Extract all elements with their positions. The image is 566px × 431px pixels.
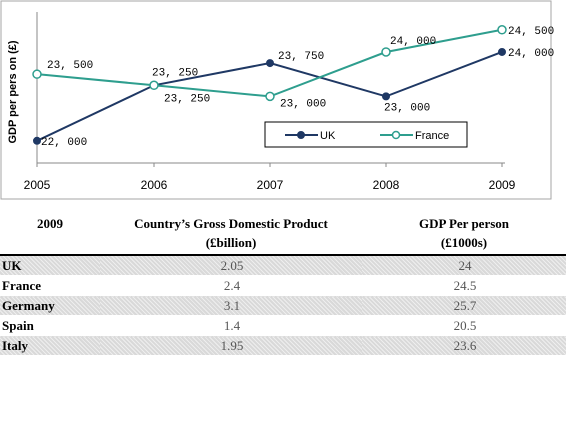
row-per-person: 24 (362, 255, 566, 276)
legend-france-marker-icon (391, 130, 401, 140)
series-point-france (149, 80, 159, 91)
row-gdp: 1.4 (100, 315, 362, 336)
data-label-uk: 23, 750 (278, 51, 324, 63)
data-label-france: 23, 250 (164, 93, 210, 105)
row-per-person: 20.5 (362, 315, 566, 336)
data-label-france: 23, 500 (47, 60, 93, 72)
row-gdp: 2.4 (100, 275, 362, 296)
header-gdp: Country’s Gross Domestic Product (£billio… (100, 214, 362, 256)
row-country: France (0, 275, 100, 296)
row-per-person: 24.5 (362, 275, 566, 296)
table-row: Italy 1.95 23.6 (0, 335, 566, 356)
y-axis-label: GDP per pers on (£) (7, 40, 19, 143)
row-gdp: 3.1 (100, 295, 362, 316)
row-country: UK (0, 255, 100, 276)
gdp-line-chart: GDP per pers on (£) 2005 2006 2007 2008 2009… (0, 0, 566, 210)
row-gdp: 1.95 (100, 335, 362, 356)
chart-legend: UK France (264, 121, 468, 148)
data-label-uk: 23, 250 (152, 67, 198, 79)
series-point-france (265, 91, 275, 102)
row-country: Spain (0, 315, 100, 336)
series-point-france (497, 25, 507, 35)
legend-uk-marker-icon (297, 131, 305, 139)
series-layer (32, 25, 507, 145)
series-point-france (381, 47, 391, 57)
table-row: France 2.4 24.5 (0, 275, 566, 296)
series-point-france (32, 69, 42, 79)
series-point-uk (266, 59, 274, 68)
table-header-row: 2009 Country’s Gross Domestic Product (£b… (0, 214, 566, 256)
x-tick-label: 2005 (24, 178, 51, 192)
x-axis-ticks: 2005 2006 2007 2008 2009 (24, 163, 516, 192)
data-label-uk: 24, 000 (508, 48, 554, 60)
header-per-person: GDP Per person (£1000s) (362, 214, 566, 256)
legend-uk-label: UK (320, 130, 336, 142)
series-point-uk (33, 136, 41, 145)
x-tick-label: 2009 (489, 178, 516, 192)
x-tick-label: 2008 (373, 178, 400, 192)
row-country: Germany (0, 295, 100, 316)
row-per-person: 23.6 (362, 335, 566, 356)
series-point-uk (382, 92, 390, 101)
header-year: 2009 (0, 214, 100, 256)
table-row: Spain 1.4 20.5 (0, 315, 566, 336)
x-tick-label: 2006 (141, 178, 168, 192)
table-row: UK 2.05 24 (0, 255, 566, 276)
gdp-2009-table: 2009 Country’s Gross Domestic Product (£b… (0, 214, 566, 356)
row-country: Italy (0, 335, 100, 356)
table-row: Germany 3.1 25.7 (0, 295, 566, 316)
data-labels: 22, 000 23, 250 23, 750 23, 000 24, 000 23, 5… (41, 26, 554, 149)
legend-france-label: France (415, 130, 449, 142)
data-label-france: 24, 000 (390, 36, 436, 48)
chart-frame (0, 0, 552, 200)
data-label-uk: 23, 000 (384, 102, 430, 114)
data-label-france: 23, 000 (280, 98, 326, 110)
series-point-uk (498, 47, 506, 56)
x-tick-label: 2007 (257, 178, 284, 192)
chart-canvas: GDP per pers on (£) 2005 2006 2007 2008 2009… (0, 0, 554, 200)
data-label-uk: 22, 000 (41, 137, 87, 149)
data-label-france: 24, 500 (508, 26, 554, 38)
row-gdp: 2.05 (100, 255, 362, 276)
row-per-person: 25.7 (362, 295, 566, 316)
